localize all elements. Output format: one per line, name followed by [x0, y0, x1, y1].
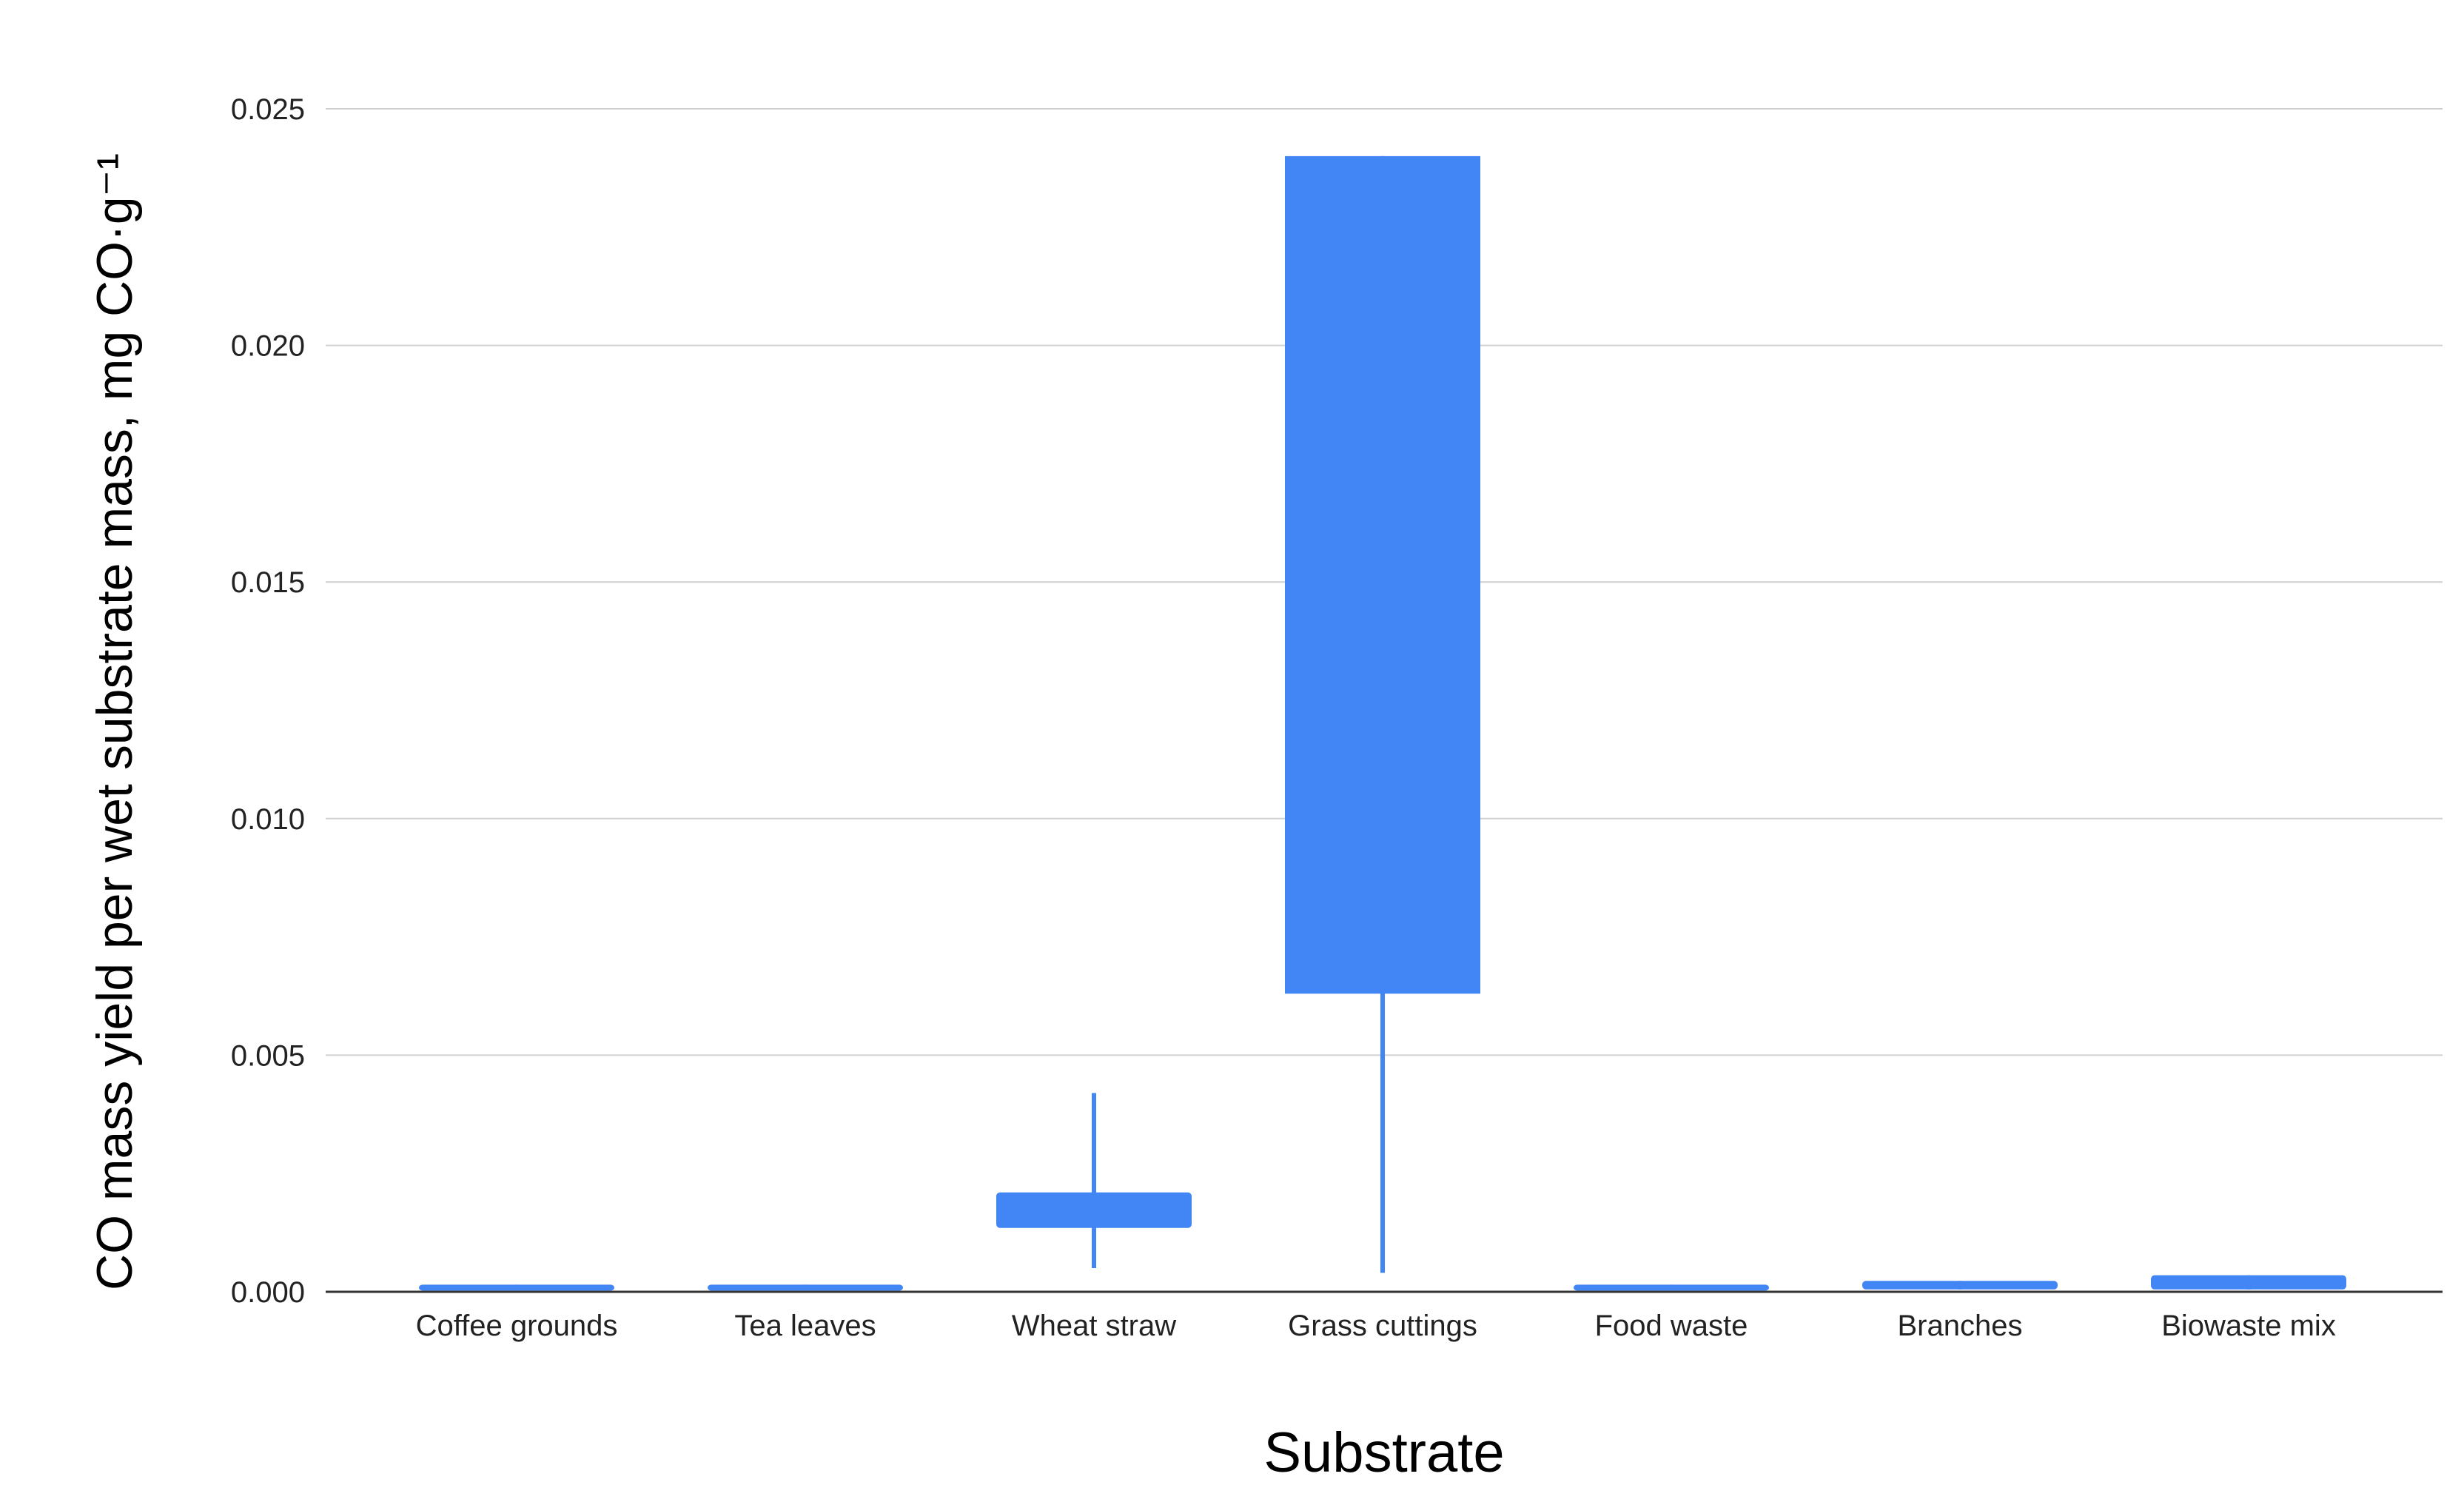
y-tick-label: 0.010 [231, 803, 305, 836]
candle-box [1285, 155, 1480, 994]
y-axis-title: CO mass yield per wet substrate mass, mg… [87, 153, 143, 1290]
x-tick-label: Biowaste mix [2161, 1310, 2336, 1342]
x-tick-label: Tea leaves [734, 1310, 876, 1342]
x-tick-label: Food waste [1595, 1310, 1748, 1342]
x-tick-labels: Coffee grounds Tea leaves Wheat straw Grass… [416, 1310, 2336, 1342]
x-tick-label: Grass cuttings [1288, 1310, 1477, 1342]
candle-box [1862, 1281, 2058, 1290]
y-tick-label: 0.020 [231, 330, 305, 363]
x-tick-label: Branches [1898, 1310, 2023, 1342]
x-tick-label: Wheat straw [1012, 1310, 1176, 1342]
x-axis-title: Substrate [1263, 1421, 1504, 1484]
plot-marks [419, 155, 2346, 1291]
x-tick-label: Coffee grounds [416, 1310, 618, 1342]
candle-box [1574, 1284, 1769, 1291]
y-tick-label: 0.000 [231, 1276, 305, 1309]
candle-box [2151, 1275, 2346, 1290]
y-tick-label: 0.025 [231, 93, 305, 126]
y-tick-labels: 0.000 0.005 0.010 0.015 0.020 0.025 [231, 93, 305, 1309]
candle-box [708, 1284, 903, 1291]
candle-box [996, 1192, 1192, 1228]
y-tick-label: 0.015 [231, 566, 305, 599]
y-tick-label: 0.005 [231, 1039, 305, 1072]
candle-box [419, 1284, 614, 1291]
